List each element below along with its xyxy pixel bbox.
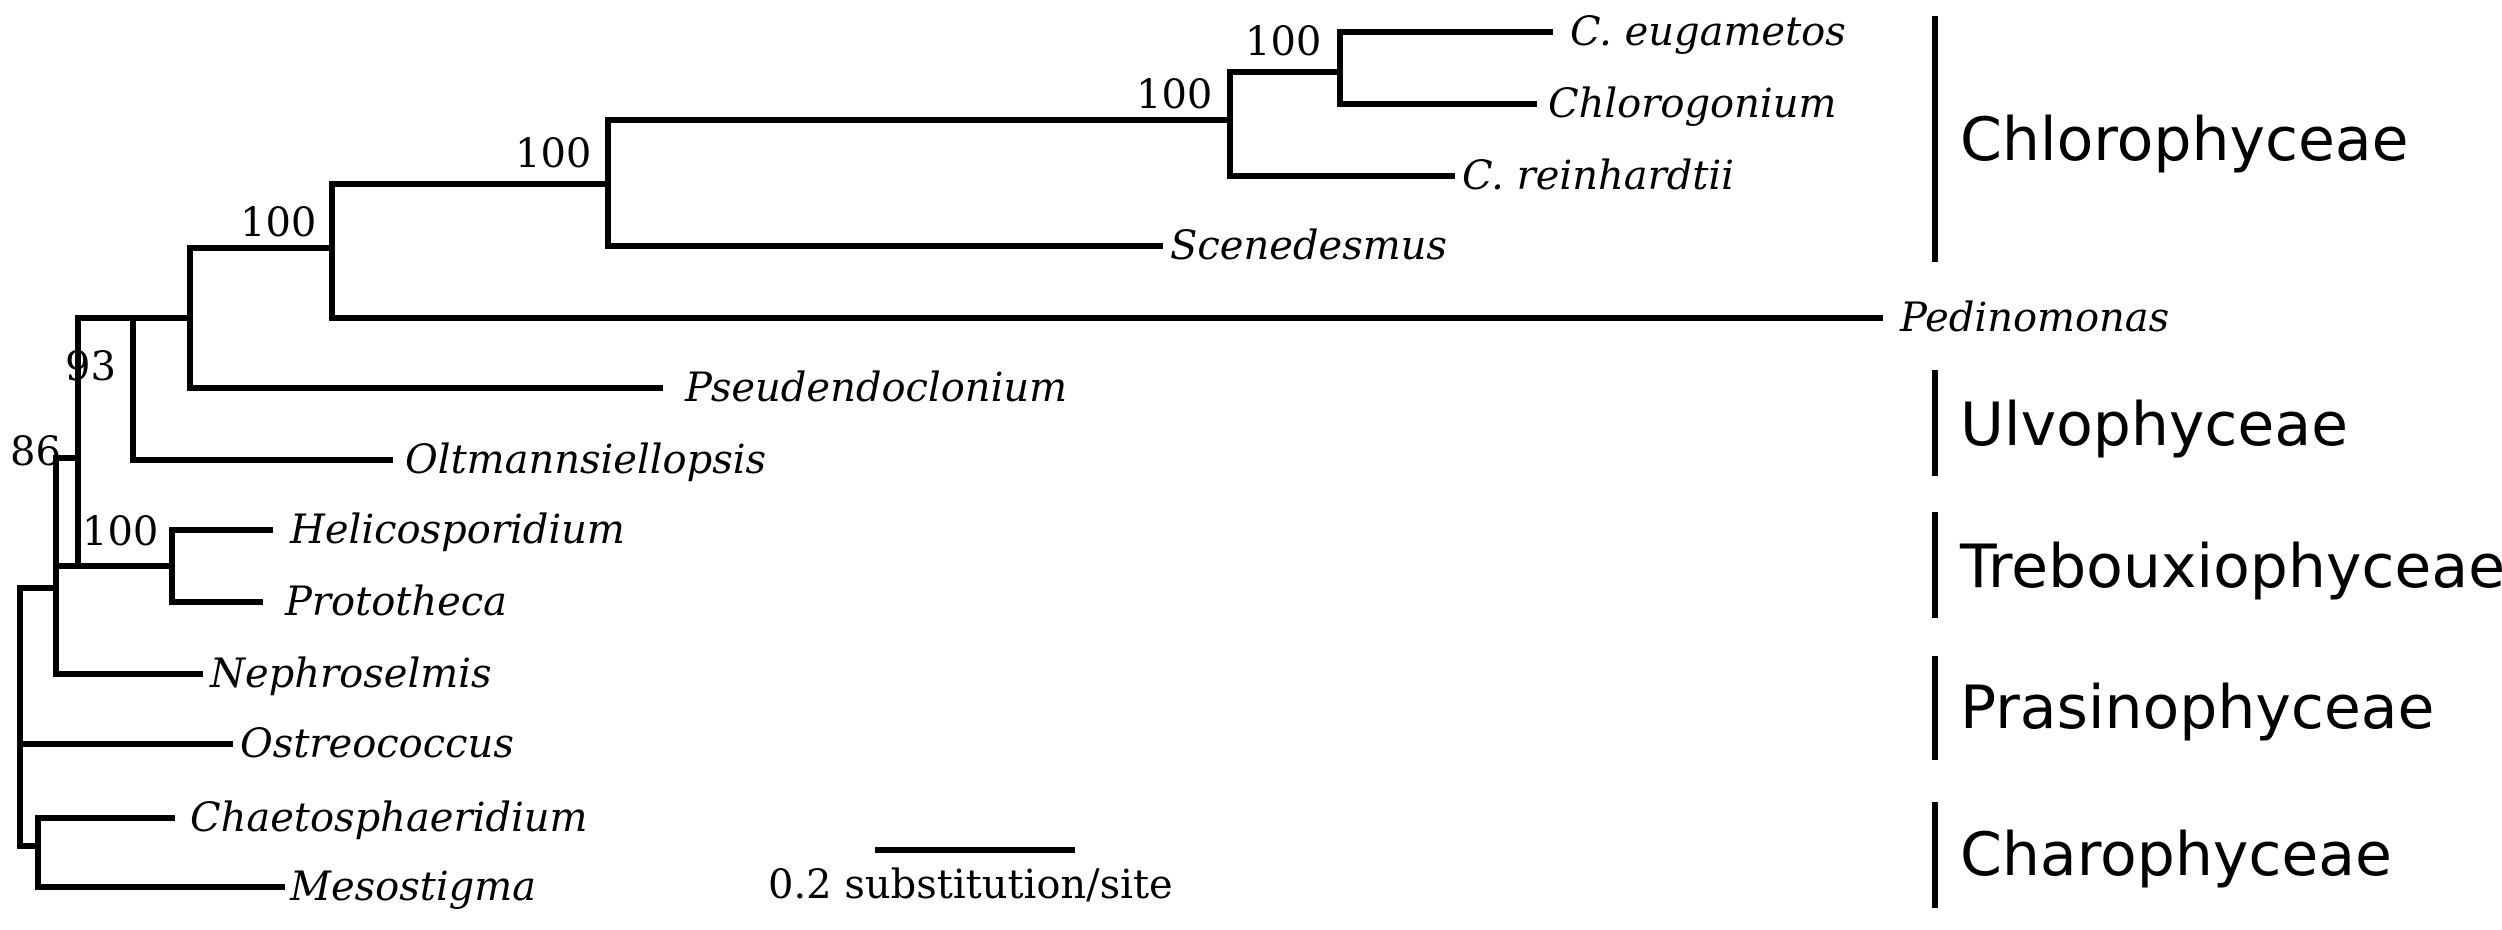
bootstrap-core: 86	[10, 429, 61, 475]
taxon-scenedesmus: Scenedesmus	[1170, 223, 1447, 269]
scale-bar-label: 0.2 substitution/site	[768, 862, 1173, 908]
taxon-labels: C. eugametos Chlorogonium C. reinhardtii…	[190, 9, 2169, 910]
taxon-pedinomonas: Pedinomonas	[1899, 295, 2169, 341]
bootstrap-chloro: 100	[240, 200, 316, 246]
taxon-c-eugametos: C. eugametos	[1570, 9, 1846, 55]
clade-labels: Chlorophyceae Ulvophyceae Trebouxiophyce…	[1959, 105, 2502, 890]
taxon-c-reinhardtii: C. reinhardtii	[1462, 153, 1734, 199]
scale-bar: 0.2 substitution/site	[768, 847, 1173, 908]
taxon-ostreococcus: Ostreococcus	[240, 721, 514, 767]
clade-label-prasinophyceae: Prasinophyceae	[1960, 673, 2434, 743]
bootstrap-ulvo-chloro: 93	[65, 344, 116, 390]
clade-label-ulvophyceae: Ulvophyceae	[1960, 390, 2348, 460]
bootstrap-scen: 100	[515, 131, 591, 177]
taxon-chlorogonium: Chlorogonium	[1548, 81, 1836, 127]
clade-label-trebouxiophyceae: Trebouxiophyceae	[1959, 532, 2502, 602]
taxon-chaetosphaeridium: Chaetosphaeridium	[190, 795, 587, 841]
bootstrap-values: 100 100 100 100 93 86 100	[10, 19, 1321, 555]
bootstrap-chlamy: 100	[1136, 72, 1212, 118]
clade-label-chlorophyceae: Chlorophyceae	[1960, 105, 2409, 175]
clade-label-charophyceae: Charophyceae	[1960, 820, 2392, 890]
taxon-helicosporidium: Helicosporidium	[289, 507, 625, 553]
bootstrap-eug-chl: 100	[1245, 19, 1321, 65]
bootstrap-trebo: 100	[82, 509, 158, 555]
taxon-nephroselmis: Nephroselmis	[209, 651, 491, 697]
taxon-prototheca: Prototheca	[284, 579, 507, 625]
taxon-mesostigma: Mesostigma	[289, 864, 536, 910]
taxon-oltmannsiellopsis: Oltmannsiellopsis	[405, 437, 766, 483]
taxon-pseudendoclonium: Pseudendoclonium	[684, 365, 1067, 411]
tree-branches	[17, 29, 1883, 890]
